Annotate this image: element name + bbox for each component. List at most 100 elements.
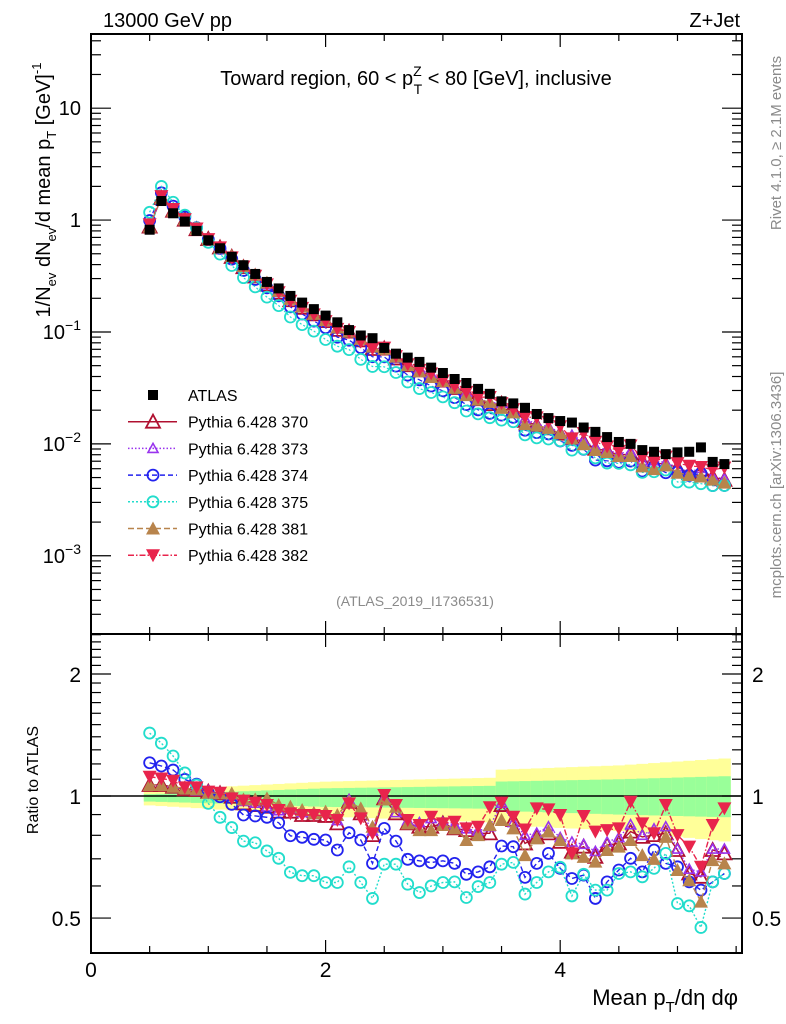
ratio-point (471, 820, 486, 834)
data-point (412, 363, 427, 377)
legend-label: Pythia 6.428 370 (188, 415, 308, 432)
legend-marker-icon (146, 549, 160, 563)
ratio-point (154, 759, 168, 773)
ylabel-part: /d mean p (33, 139, 55, 228)
legend-entry: Pythia 6.428 370 (128, 412, 308, 432)
y-tick-label: 10−1 (43, 317, 81, 344)
ratio-point (705, 819, 720, 833)
y-tick-label: 10 (59, 98, 81, 120)
y-tick-label: 10−2 (43, 429, 81, 456)
ratio-point (600, 875, 614, 889)
ratio-point (670, 829, 685, 843)
y-tick-label: 10−3 (43, 541, 81, 568)
ratio-point (307, 869, 321, 883)
ratio-point (529, 802, 544, 816)
data-point (508, 398, 519, 409)
data-point (355, 330, 366, 341)
ratio-panel-series (141, 726, 733, 934)
ratio-point (588, 892, 602, 905)
legend-marker-icon (146, 495, 160, 509)
ratio-point (389, 857, 403, 871)
data-point (543, 413, 554, 424)
ratio-point (154, 736, 168, 750)
data-point (448, 396, 462, 410)
stat-uncertainty-band (401, 787, 415, 808)
ratio-point (576, 849, 591, 863)
stat-uncertainty-band (284, 789, 297, 806)
legend-label: Pythia 6.428 373 (188, 441, 308, 458)
ratio-point (413, 854, 426, 868)
data-point (471, 391, 486, 405)
analysis-id-label: (ATLAS_2019_I1736531) (336, 593, 494, 609)
data-point (684, 446, 695, 457)
xlabel-part: /dη dφ (675, 985, 738, 1010)
ratio-point (624, 851, 637, 865)
ratio-point (483, 860, 497, 874)
data-point (518, 411, 532, 425)
stat-uncertainty-band (308, 788, 321, 807)
ratio-point (577, 837, 591, 850)
ratio-point (529, 831, 544, 845)
legend-entry: Pythia 6.428 381 (128, 521, 308, 539)
data-point (623, 449, 638, 463)
data-point (483, 411, 497, 425)
data-point (320, 310, 331, 321)
data-point (332, 317, 343, 328)
ratio-point (682, 840, 697, 854)
title-pre: Toward region, 60 < p (220, 68, 413, 90)
series-382-ratio (142, 770, 732, 874)
ratio-point (178, 766, 192, 780)
data-point (285, 290, 296, 301)
legend-label: ATLAS (188, 388, 238, 405)
ylabel-sub: ev (44, 272, 59, 286)
legend-marker-icon (148, 390, 158, 400)
ratio-point (260, 844, 274, 858)
ratio-point (236, 794, 251, 808)
data-point (413, 382, 426, 395)
ratio-tick-label-right: 0.5 (752, 908, 781, 931)
ratio-point (612, 863, 626, 877)
ratio-point (354, 876, 368, 889)
energy-label: 13000 GeV pp (103, 10, 232, 32)
ratio-tick-label-left: 2 (69, 664, 81, 687)
stat-uncertainty-band (190, 792, 203, 803)
legend-marker-icon (146, 468, 160, 482)
stat-uncertainty-band (319, 788, 332, 807)
ratio-point (553, 860, 567, 874)
data-point (295, 318, 309, 331)
ratio-point (424, 823, 439, 837)
ratio-point (600, 842, 615, 856)
data-point (496, 396, 507, 407)
data-point (260, 290, 274, 304)
ratio-point (224, 792, 239, 806)
ratio-point (389, 834, 403, 848)
data-point (682, 459, 697, 473)
ratio-point (259, 799, 274, 813)
data-point (226, 251, 237, 262)
ratio-point (471, 880, 485, 893)
data-point (284, 310, 297, 324)
data-point (238, 260, 249, 271)
legend-entry: Pythia 6.428 382 (128, 548, 308, 565)
ratio-point (506, 855, 520, 869)
data-point (261, 276, 272, 287)
ratio-point (166, 749, 180, 763)
data-point (637, 445, 648, 456)
data-point (330, 339, 344, 353)
ratio-point (671, 842, 684, 854)
ylabel-part: 1/N (33, 286, 55, 317)
data-point (576, 437, 591, 451)
ratio-point (506, 821, 521, 835)
data-point (319, 333, 332, 346)
data-point (670, 457, 685, 471)
ratio-point (706, 875, 720, 889)
stat-uncertainty-band (636, 778, 649, 816)
ratio-point (611, 822, 626, 836)
ratio-point (142, 777, 157, 791)
ratio-tick-label-left: 0.5 (52, 908, 81, 931)
ratio-point (495, 857, 508, 871)
ratio-point (682, 862, 696, 874)
data-point (459, 385, 474, 399)
ratio-point (213, 810, 227, 824)
ratio-point (424, 879, 438, 893)
